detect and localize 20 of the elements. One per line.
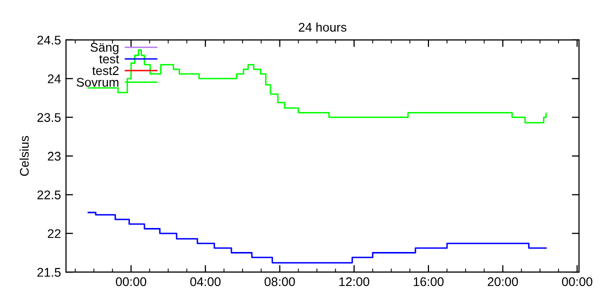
x-tick-label: 00:00: [116, 277, 146, 286]
x-tick-label: 04:00: [190, 277, 221, 286]
legend-label: test: [99, 55, 120, 64]
y-tick-label: 24.5: [37, 36, 61, 45]
x-tick-label: 20:00: [488, 277, 518, 286]
x-tick-label: 12:00: [339, 277, 370, 286]
y-tick-label: 22.5: [37, 190, 61, 200]
legend-label: Sovrum: [76, 78, 118, 87]
legend-label: Säng: [90, 42, 118, 54]
legend-label: test2: [92, 66, 119, 76]
y-tick-label: 24: [48, 74, 61, 84]
chart-title: 24 hours: [298, 22, 346, 32]
y-tick-label: 23: [48, 152, 61, 161]
x-tick-label: 00:00: [562, 277, 592, 286]
y-axis-title: Celsius: [20, 136, 29, 176]
x-tick-label: 16:00: [414, 277, 444, 286]
x-tick-label: 08:00: [264, 277, 295, 286]
y-tick-label: 22: [48, 229, 61, 238]
y-tick-label: 23.5: [37, 113, 61, 122]
y-tick-label: 21.5: [37, 268, 61, 277]
